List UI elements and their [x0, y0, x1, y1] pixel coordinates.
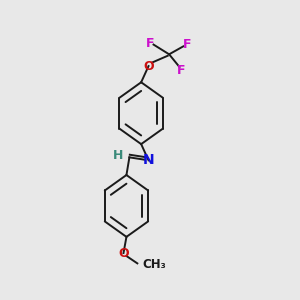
Text: F: F	[177, 64, 185, 77]
Text: F: F	[146, 37, 154, 50]
Text: F: F	[183, 38, 191, 51]
Text: O: O	[118, 247, 129, 260]
Text: H: H	[112, 149, 123, 162]
Text: O: O	[143, 60, 154, 73]
Text: CH₃: CH₃	[142, 258, 167, 271]
Text: N: N	[143, 153, 154, 167]
